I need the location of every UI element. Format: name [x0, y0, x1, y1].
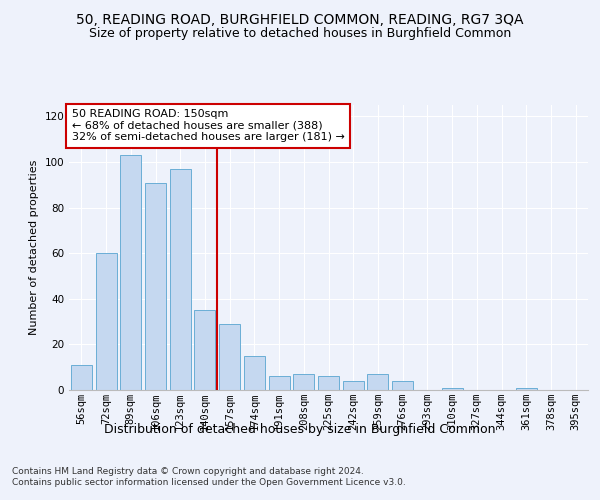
Bar [244, 356, 265, 390]
Bar [293, 374, 314, 390]
Bar [120, 155, 141, 390]
Bar [392, 381, 413, 390]
Y-axis label: Number of detached properties: Number of detached properties [29, 160, 39, 335]
Bar [442, 388, 463, 390]
Text: 50, READING ROAD, BURGHFIELD COMMON, READING, RG7 3QA: 50, READING ROAD, BURGHFIELD COMMON, REA… [76, 12, 524, 26]
Text: 50 READING ROAD: 150sqm
← 68% of detached houses are smaller (388)
32% of semi-d: 50 READING ROAD: 150sqm ← 68% of detache… [71, 110, 344, 142]
Bar [145, 182, 166, 390]
Bar [170, 169, 191, 390]
Bar [269, 376, 290, 390]
Bar [219, 324, 240, 390]
Bar [367, 374, 388, 390]
Text: Distribution of detached houses by size in Burghfield Common: Distribution of detached houses by size … [104, 422, 496, 436]
Bar [516, 388, 537, 390]
Text: Contains HM Land Registry data © Crown copyright and database right 2024.
Contai: Contains HM Land Registry data © Crown c… [12, 468, 406, 487]
Text: Size of property relative to detached houses in Burghfield Common: Size of property relative to detached ho… [89, 28, 511, 40]
Bar [194, 310, 215, 390]
Bar [343, 381, 364, 390]
Bar [95, 253, 116, 390]
Bar [318, 376, 339, 390]
Bar [71, 365, 92, 390]
